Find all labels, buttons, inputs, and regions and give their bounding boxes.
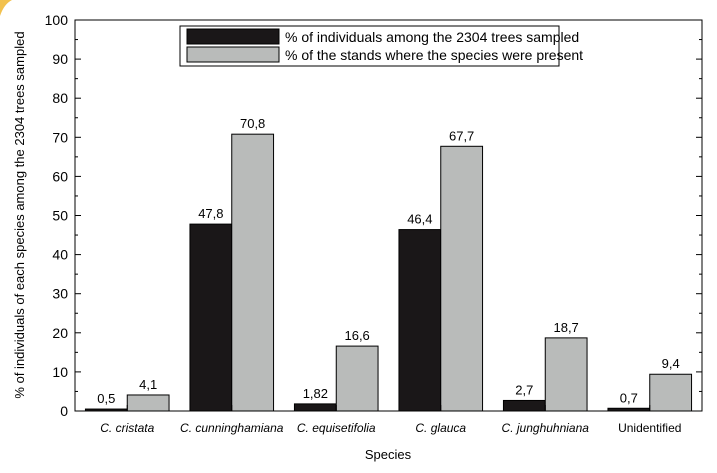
bar-data-label: 4,1 [139, 377, 157, 392]
y-tick-label: 60 [52, 168, 68, 184]
x-axis-title: Species [365, 447, 412, 462]
y-tick-label: 40 [52, 247, 68, 263]
legend-swatch-series-2 [186, 46, 280, 63]
y-tick-label: 0 [60, 403, 68, 419]
x-tick-label: C. cunninghamiana [180, 421, 284, 435]
x-tick-label: Unidentified [618, 421, 681, 435]
bar-series-1 [293, 403, 337, 412]
bar-series-2 [544, 337, 588, 412]
bar-series-1 [502, 399, 546, 412]
legend-swatch-series-1 [186, 28, 280, 45]
legend: % of individuals among the 2304 trees sa… [179, 25, 583, 67]
bar-data-label: 47,8 [198, 206, 223, 221]
y-tick-label: 100 [45, 12, 69, 28]
bar-series-2 [649, 373, 693, 412]
bar-data-label: 18,7 [553, 320, 578, 335]
bar-series-2 [335, 345, 379, 412]
bar-series-1 [189, 223, 233, 412]
y-tick-label: 10 [52, 364, 68, 380]
x-tick-label: C. equisetifolia [297, 421, 376, 435]
bar-data-label: 67,7 [449, 128, 474, 143]
plot-frame [74, 19, 703, 412]
bar-data-label: 2,7 [515, 382, 533, 397]
bar-data-label: 9,4 [662, 356, 680, 371]
x-tick-label: C. junghuhniana [502, 421, 590, 435]
y-tick-label: 80 [52, 90, 68, 106]
bar-series-1 [398, 229, 442, 412]
bar-data-label: 0,7 [620, 390, 638, 405]
bar-series-2 [440, 145, 484, 412]
x-tick-label: C. cristata [100, 421, 154, 435]
corner-accent-shape [0, 0, 12, 16]
bar-data-label: 0,5 [97, 391, 115, 406]
x-axis-tick-labels: C. cristata C. cunninghamiana C. equisetif… [100, 405, 681, 435]
y-tick-label: 90 [52, 51, 68, 67]
x-tick-label: C. glauca [415, 421, 466, 435]
bar-data-label: 70,8 [240, 116, 265, 131]
bars: 0,5 4,1 47,8 70,8 1,82 16,6 46,4 67,7 2,7 18,7 0,7… [84, 116, 693, 412]
bar-data-label: 1,82 [303, 386, 328, 401]
legend-label-series-1: % of individuals among the 2304 trees sa… [285, 29, 579, 45]
y-axis-title: % of individuals of each species among t… [12, 31, 27, 398]
y-tick-label: 30 [52, 286, 68, 302]
bar-data-label: 16,6 [344, 328, 369, 343]
axes [74, 19, 703, 412]
bar-series-2 [231, 133, 275, 412]
y-tick-label: 70 [52, 129, 68, 145]
y-tick-label: 50 [52, 208, 68, 224]
bar-series-1 [84, 408, 128, 412]
bar-data-label: 46,4 [407, 212, 432, 227]
y-axis-ticks: 0 10 20 30 40 50 60 70 80 90 100 [45, 12, 702, 419]
legend-label-series-2: % of the stands where the species were p… [285, 47, 583, 63]
bar-series-2 [126, 394, 170, 412]
bar-series-1 [607, 407, 651, 412]
y-tick-label: 20 [52, 325, 68, 341]
